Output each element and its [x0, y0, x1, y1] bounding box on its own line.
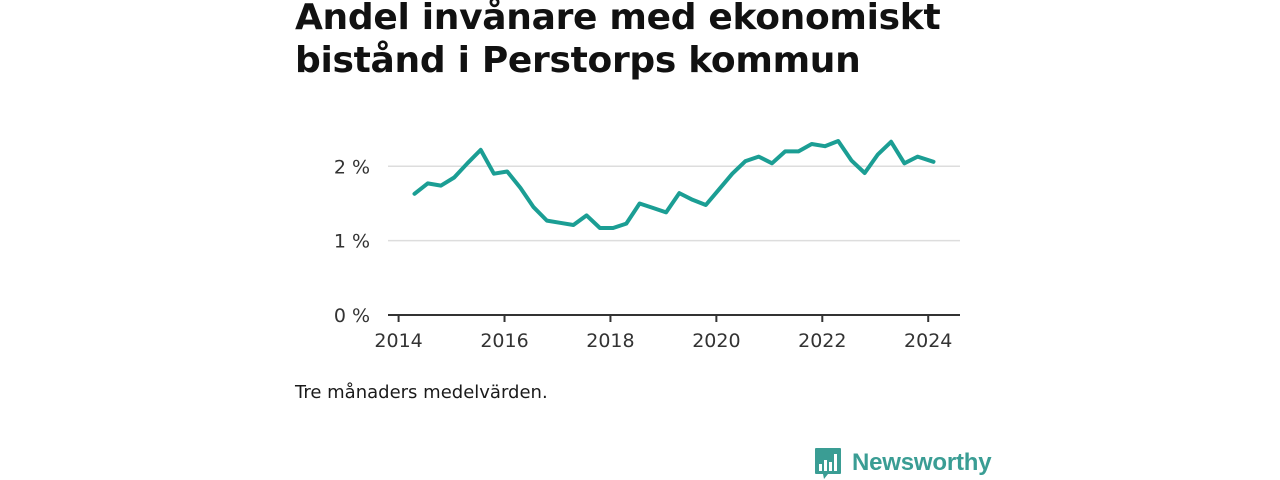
chart-title: Andel invånare med ekonomiskt bistånd i …	[295, 0, 941, 81]
x-tick-label: 2020	[692, 330, 740, 352]
x-tick-label: 2016	[480, 330, 528, 352]
chart-note: Tre månaders medelvärden.	[295, 382, 548, 403]
x-axis: 2014 2016 2018 2020 2022 2024	[374, 314, 960, 352]
newsworthy-logo[interactable]: Newsworthy	[814, 446, 992, 480]
y-tick-label: 1 %	[334, 231, 370, 253]
y-axis-labels: 0 % 1 % 2 %	[334, 156, 370, 327]
brand-name: Newsworthy	[852, 449, 992, 476]
y-tick-label: 2 %	[334, 156, 370, 178]
x-tick-label: 2024	[904, 330, 952, 352]
x-tick-label: 2022	[798, 330, 846, 352]
x-tick-label: 2014	[374, 330, 422, 352]
y-tick-label: 0 %	[334, 305, 370, 327]
series-line	[412, 139, 936, 230]
bar-chart-speech-bubble-icon	[815, 448, 841, 479]
gridlines	[388, 165, 960, 242]
x-tick-label: 2018	[586, 330, 634, 352]
series-layer	[412, 139, 936, 230]
